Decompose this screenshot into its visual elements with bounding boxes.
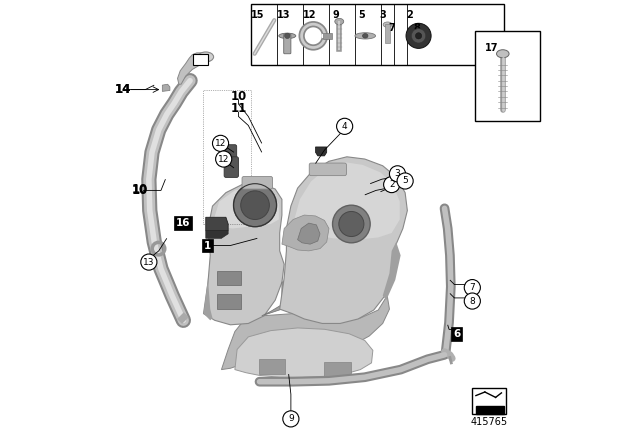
Polygon shape (221, 296, 389, 370)
Circle shape (212, 135, 228, 151)
Text: 12: 12 (218, 155, 229, 164)
Circle shape (412, 29, 426, 43)
Text: 1: 1 (204, 241, 211, 250)
Text: 13: 13 (143, 258, 155, 267)
Ellipse shape (335, 18, 344, 25)
Text: 15: 15 (250, 10, 264, 20)
FancyBboxPatch shape (323, 33, 332, 39)
Circle shape (333, 205, 370, 243)
FancyBboxPatch shape (217, 271, 241, 285)
Circle shape (283, 411, 299, 427)
Circle shape (397, 173, 413, 189)
FancyBboxPatch shape (217, 294, 241, 309)
Text: 415765: 415765 (470, 418, 508, 427)
Text: 3: 3 (395, 169, 401, 178)
Text: 13: 13 (277, 10, 291, 20)
Ellipse shape (497, 50, 509, 58)
Circle shape (241, 191, 269, 220)
Text: 8: 8 (470, 297, 475, 306)
Text: 4: 4 (342, 122, 348, 131)
Polygon shape (206, 217, 228, 231)
Text: 8: 8 (413, 23, 420, 33)
Polygon shape (204, 184, 284, 325)
FancyBboxPatch shape (251, 4, 504, 65)
Text: 12: 12 (215, 139, 226, 148)
Text: 2: 2 (406, 10, 413, 20)
Polygon shape (206, 231, 228, 238)
Circle shape (406, 23, 431, 48)
Polygon shape (204, 278, 212, 320)
Polygon shape (383, 242, 401, 300)
Polygon shape (282, 215, 329, 251)
Text: 7: 7 (388, 23, 395, 33)
Text: 14: 14 (115, 83, 131, 96)
Text: 5: 5 (403, 177, 408, 185)
FancyBboxPatch shape (324, 362, 351, 376)
FancyBboxPatch shape (193, 54, 208, 65)
Polygon shape (476, 406, 504, 414)
Text: 7: 7 (470, 283, 475, 292)
FancyBboxPatch shape (259, 359, 285, 374)
Polygon shape (163, 84, 170, 91)
Circle shape (415, 33, 422, 39)
Circle shape (339, 211, 364, 237)
Circle shape (337, 118, 353, 134)
Polygon shape (293, 162, 400, 240)
Circle shape (464, 280, 481, 296)
Text: 9: 9 (288, 414, 294, 423)
Ellipse shape (362, 34, 368, 38)
Text: 3: 3 (380, 10, 387, 20)
Circle shape (141, 254, 157, 270)
Text: 10: 10 (132, 182, 148, 196)
Circle shape (389, 166, 406, 182)
Text: 16: 16 (176, 218, 191, 228)
FancyBboxPatch shape (475, 31, 540, 121)
Text: 9: 9 (333, 10, 339, 20)
Polygon shape (316, 147, 327, 156)
Circle shape (234, 184, 276, 227)
Polygon shape (262, 278, 347, 316)
Circle shape (464, 293, 481, 309)
Text: 11: 11 (230, 102, 246, 115)
Text: 2: 2 (389, 180, 394, 189)
Polygon shape (212, 187, 279, 228)
Text: 6: 6 (453, 329, 460, 339)
Text: 14: 14 (115, 83, 131, 96)
Ellipse shape (383, 22, 392, 27)
Text: 12: 12 (303, 10, 317, 20)
FancyBboxPatch shape (472, 388, 506, 414)
Circle shape (216, 151, 232, 167)
Polygon shape (177, 53, 212, 84)
Text: 17: 17 (485, 43, 499, 52)
Ellipse shape (355, 33, 376, 39)
Text: 10: 10 (230, 90, 246, 103)
Polygon shape (280, 157, 407, 323)
FancyBboxPatch shape (309, 163, 346, 176)
Ellipse shape (198, 52, 214, 62)
Text: 5: 5 (359, 10, 365, 20)
FancyBboxPatch shape (284, 34, 291, 54)
Polygon shape (235, 328, 373, 377)
FancyBboxPatch shape (224, 157, 239, 177)
FancyBboxPatch shape (385, 24, 390, 43)
FancyBboxPatch shape (222, 145, 237, 165)
Ellipse shape (279, 33, 296, 39)
Polygon shape (298, 223, 320, 244)
Circle shape (285, 33, 290, 39)
Text: 10: 10 (132, 184, 148, 197)
Circle shape (383, 177, 400, 193)
FancyBboxPatch shape (242, 177, 273, 189)
